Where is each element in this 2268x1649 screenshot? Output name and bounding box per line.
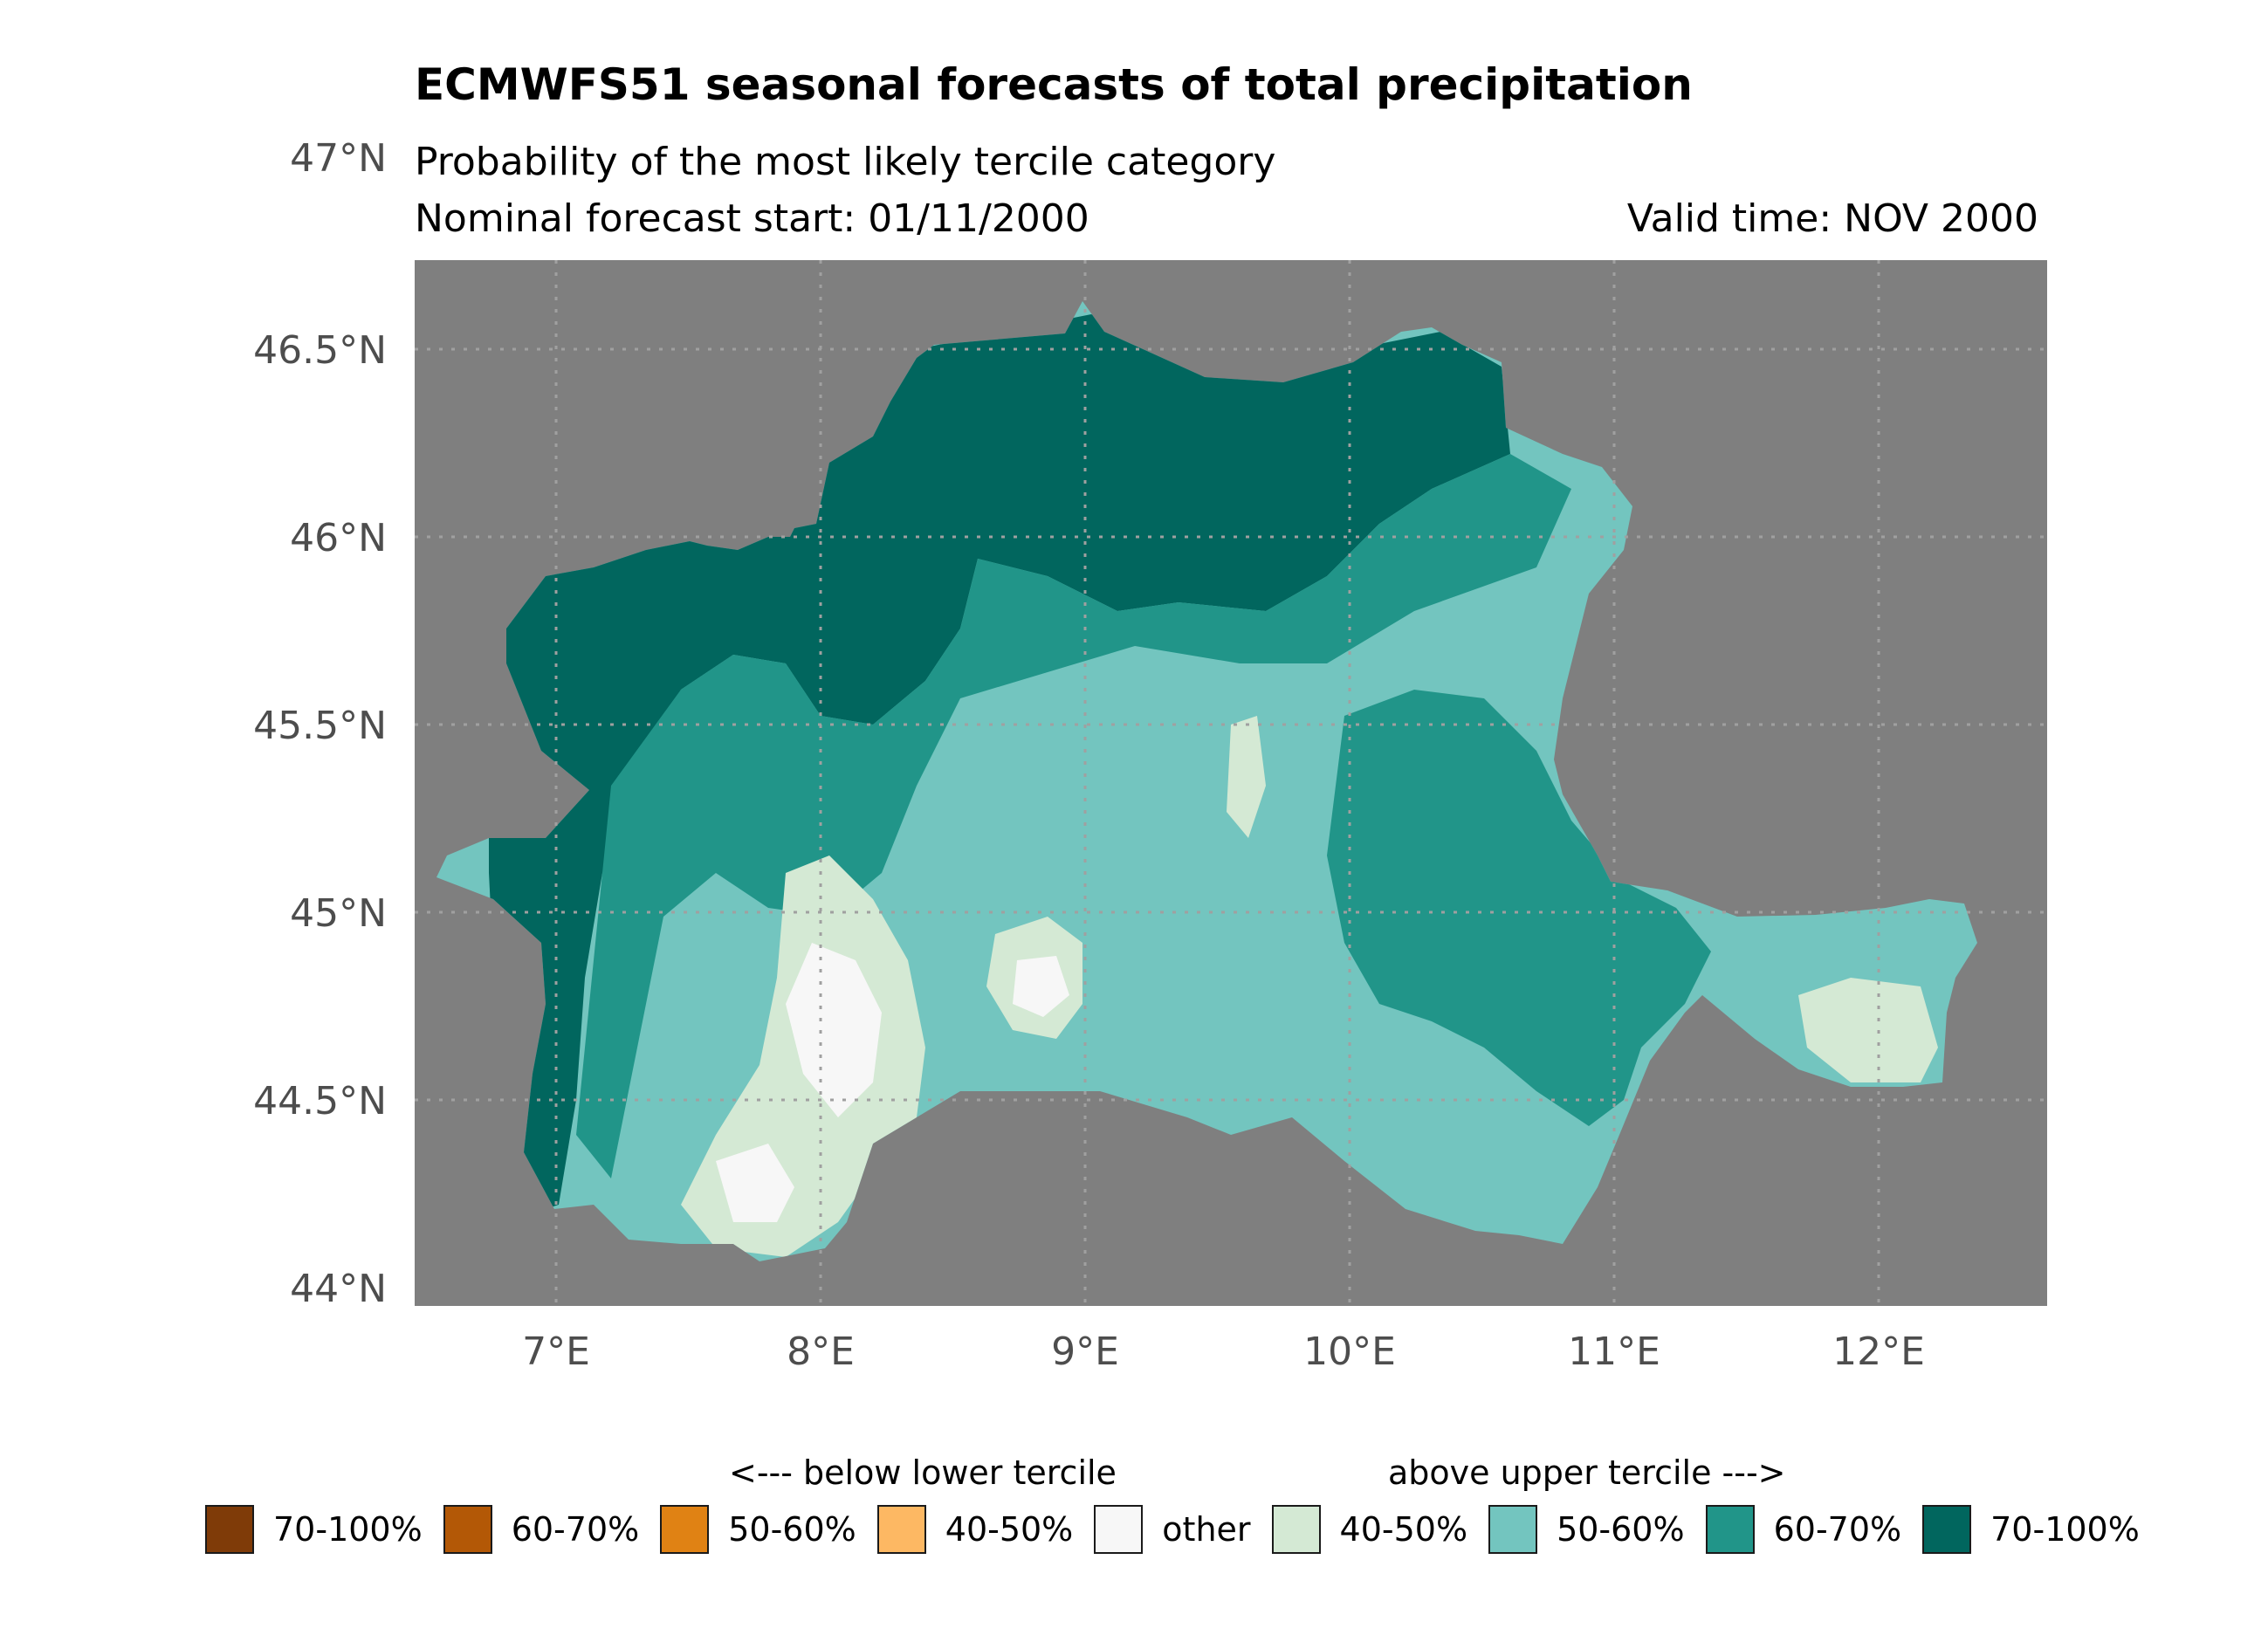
y-tick-label: 45°N xyxy=(290,891,387,936)
y-tick-label: 44.5°N xyxy=(253,1079,387,1123)
legend-swatch xyxy=(876,1505,926,1554)
legend-item: other xyxy=(1094,1505,1251,1554)
legend-below-caption: <--- below lower tercile xyxy=(729,1453,1117,1492)
y-tick-label: 46.5°N xyxy=(253,328,387,373)
x-tick-label: 8°E xyxy=(787,1330,855,1374)
x-tick-label: 11°E xyxy=(1568,1330,1660,1374)
legend-label: 70-100% xyxy=(273,1510,423,1549)
x-tick-label: 7°E xyxy=(522,1330,590,1374)
legend-label: other xyxy=(1162,1510,1251,1549)
legend-swatch xyxy=(205,1505,254,1554)
x-tick-label: 12°E xyxy=(1832,1330,1925,1374)
legend-swatch xyxy=(1488,1505,1538,1554)
zone-other-west xyxy=(786,943,882,1117)
map-subtitle: Probability of the most likely tercile c… xyxy=(415,140,1276,184)
zone-other-center xyxy=(1013,956,1069,1017)
legend-label: 70-100% xyxy=(1990,1510,2140,1549)
legend-swatch xyxy=(1922,1505,1972,1554)
legend-item: 50-60% xyxy=(1488,1505,1685,1554)
valid-time-label: Valid time: NOV 2000 xyxy=(1626,196,2038,241)
zone-other-sw xyxy=(716,1144,794,1222)
legend-swatch xyxy=(443,1505,492,1554)
x-tick-label: 9°E xyxy=(1051,1330,1119,1374)
y-tick-label: 46°N xyxy=(290,516,387,560)
legend-swatch xyxy=(1705,1505,1755,1554)
legend-item: 60-70% xyxy=(1705,1505,1902,1554)
legend-item: 40-50% xyxy=(876,1505,1074,1554)
legend-label: 60-70% xyxy=(511,1510,640,1549)
legend-label: 40-50% xyxy=(945,1510,1074,1549)
legend-item: 70-100% xyxy=(205,1505,423,1554)
legend-item: 50-60% xyxy=(660,1505,856,1554)
legend: 70-100% 60-70% 50-60% 40-50% other 40-50… xyxy=(205,1503,2161,1556)
graticule xyxy=(415,260,2047,1306)
x-tick-label: 10°E xyxy=(1303,1330,1396,1374)
legend-label: 50-60% xyxy=(728,1510,856,1549)
legend-swatch xyxy=(1271,1505,1321,1554)
legend-label: 40-50% xyxy=(1339,1510,1468,1549)
y-tick-label: 45.5°N xyxy=(253,704,387,748)
legend-swatch xyxy=(660,1505,710,1554)
zone-40-50-east xyxy=(1798,978,1938,1082)
y-tick-label: 44°N xyxy=(290,1267,387,1311)
zone-40-50-strip xyxy=(1227,716,1266,838)
legend-item: 40-50% xyxy=(1271,1505,1468,1554)
y-tick-label: 47°N xyxy=(290,136,387,181)
forecast-start-label: Nominal forecast start: 01/11/2000 xyxy=(415,196,1089,241)
legend-above-caption: above upper tercile ---> xyxy=(1388,1453,1786,1492)
map-title: ECMWFS51 seasonal forecasts of total pre… xyxy=(415,59,1693,110)
legend-label: 50-60% xyxy=(1557,1510,1685,1549)
zone-60-70-east xyxy=(1327,690,1711,1126)
legend-item: 70-100% xyxy=(1922,1505,2140,1554)
legend-swatch xyxy=(1094,1505,1144,1554)
legend-item: 60-70% xyxy=(443,1505,640,1554)
zone-60-70-belt xyxy=(576,454,1571,1178)
legend-label: 60-70% xyxy=(1773,1510,1902,1549)
